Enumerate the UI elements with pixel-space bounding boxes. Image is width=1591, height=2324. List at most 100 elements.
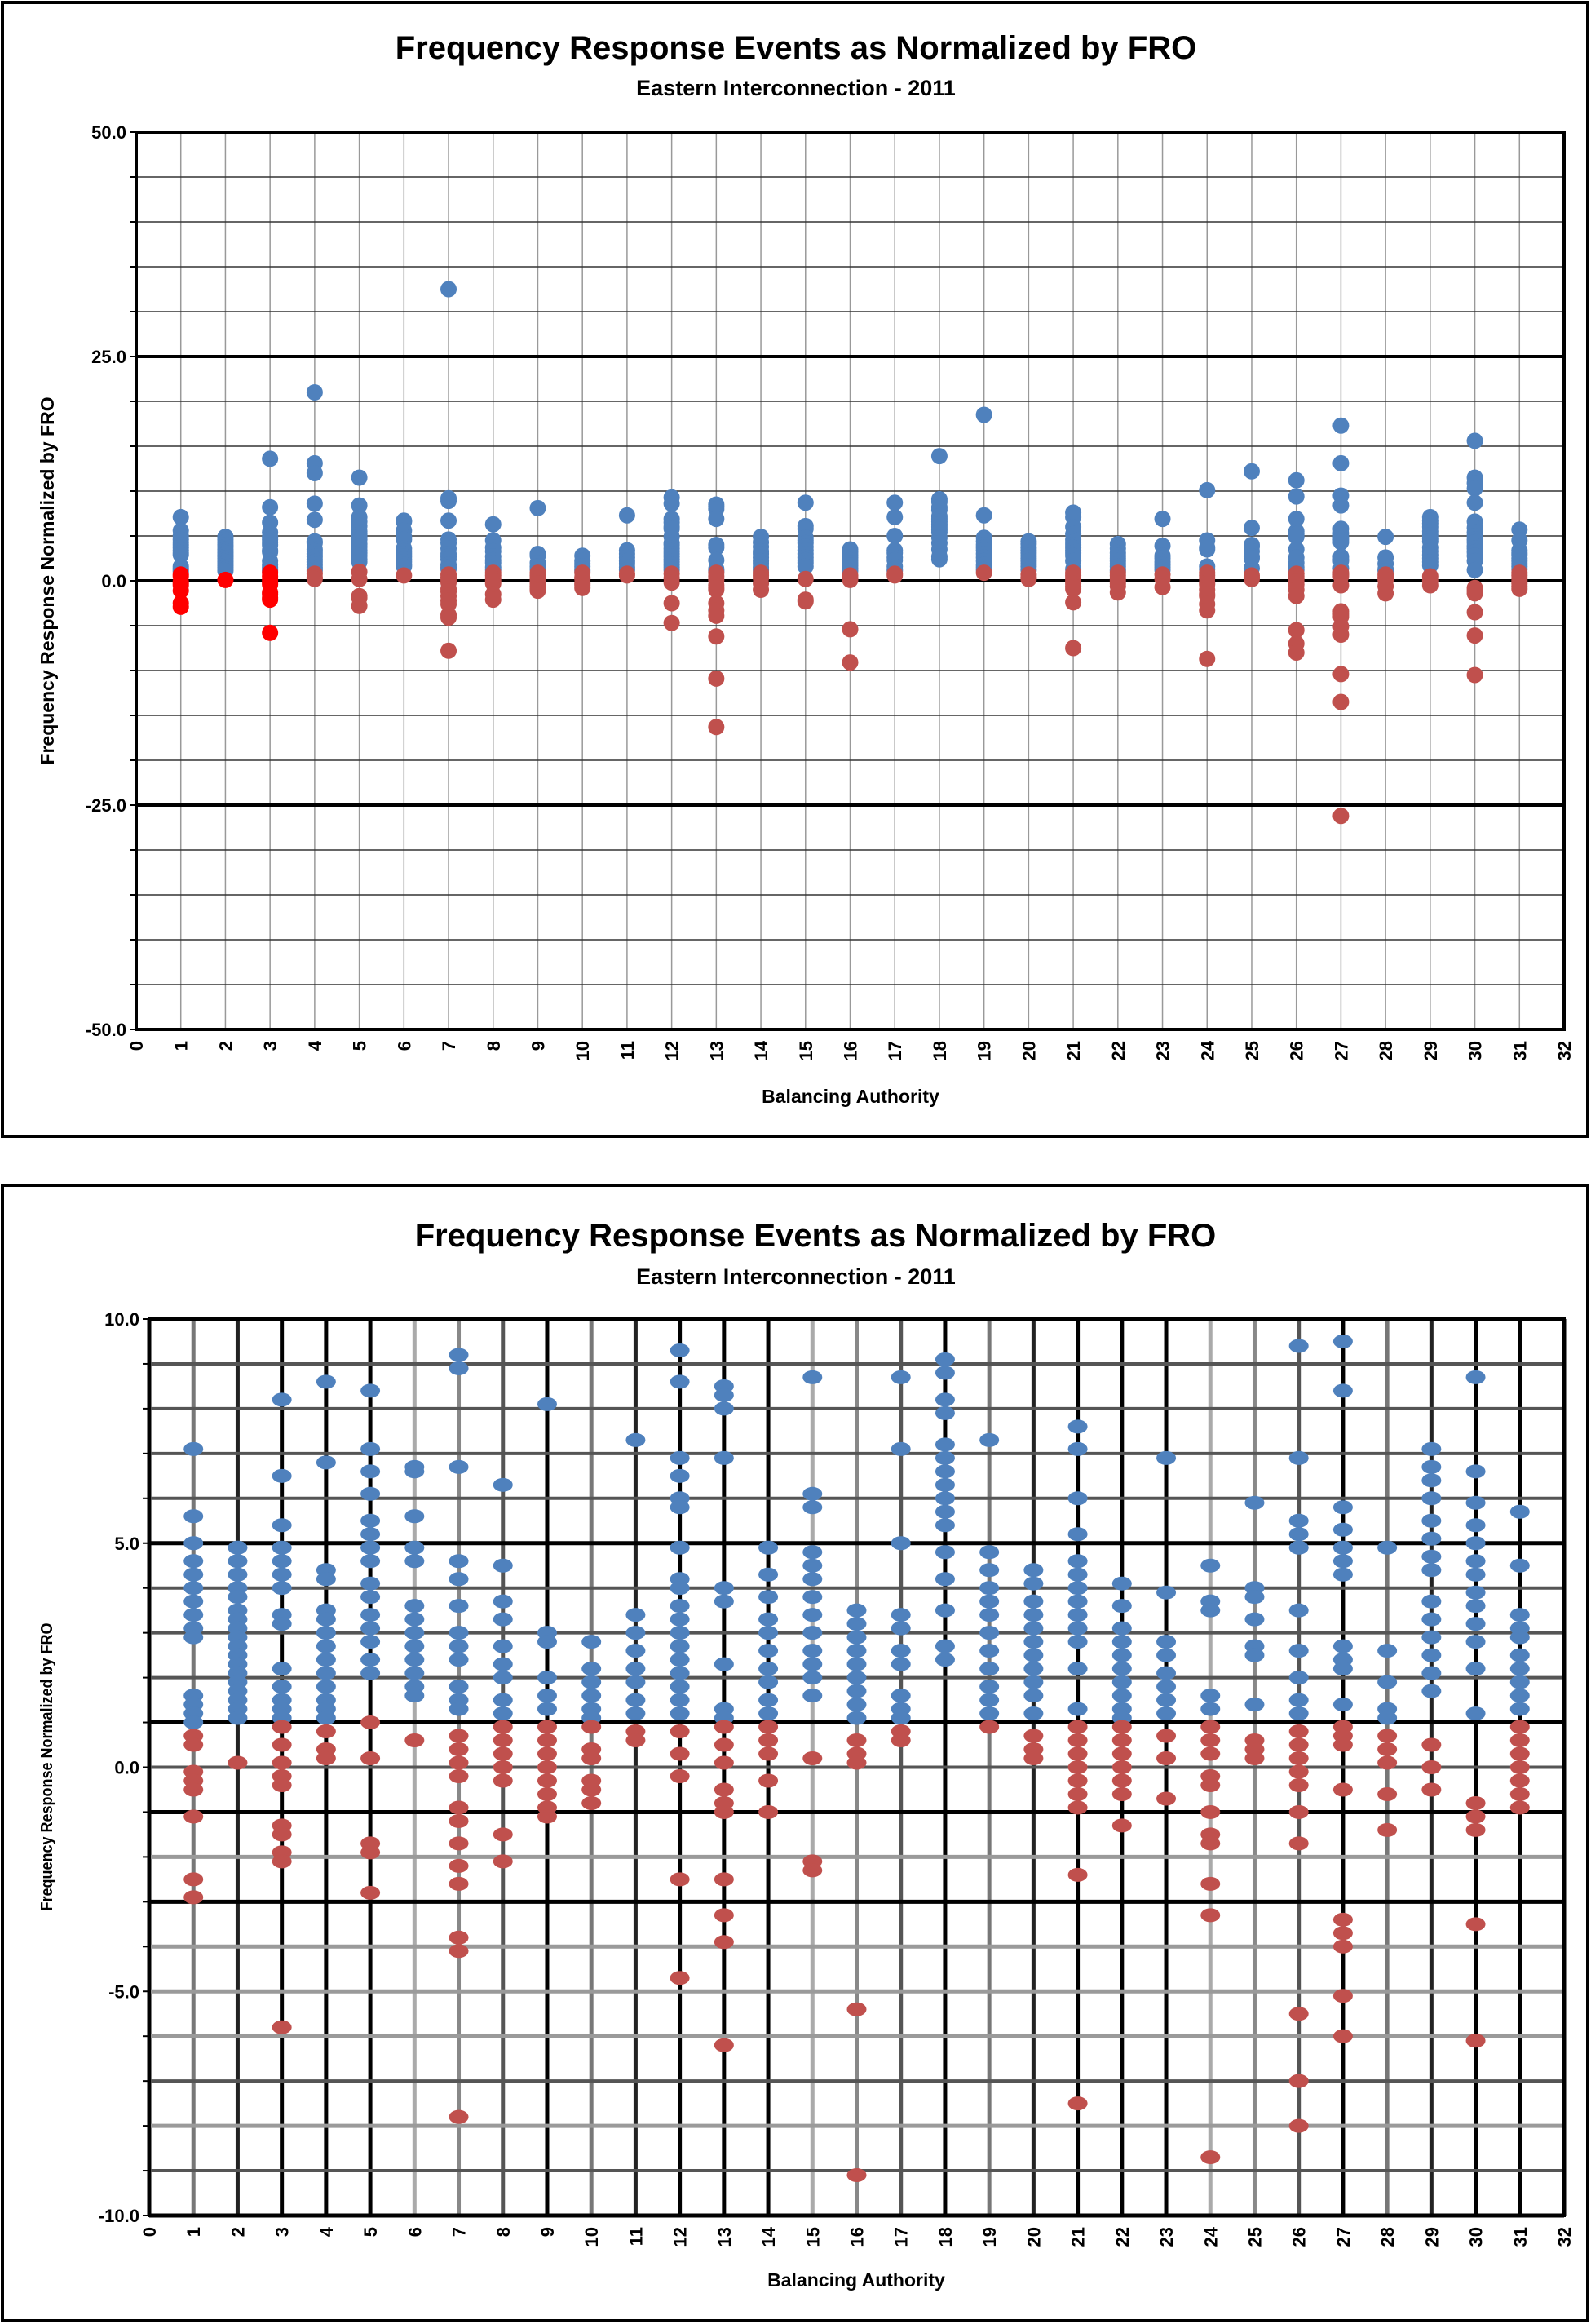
data-point (1243, 463, 1260, 480)
data-point (1377, 1675, 1398, 1689)
x-tick-label: 14 (751, 1040, 771, 1060)
data-point (404, 1509, 425, 1524)
data-point (1288, 1644, 1309, 1658)
data-point (979, 1581, 1000, 1596)
data-point (1377, 1644, 1398, 1658)
data-point (272, 1755, 292, 1770)
data-point (1244, 1751, 1265, 1766)
data-point (797, 558, 814, 575)
data-point (183, 1737, 204, 1752)
data-point (979, 1626, 1000, 1640)
data-point (1200, 1558, 1221, 1573)
data-point (272, 1554, 292, 1569)
data-point (272, 1581, 292, 1596)
data-point (440, 281, 457, 298)
data-point (1466, 432, 1483, 449)
data-point (440, 609, 457, 626)
data-point (1156, 1585, 1177, 1600)
data-point (1288, 2074, 1309, 2088)
data-point (1067, 1554, 1088, 1569)
data-point (183, 1536, 204, 1551)
data-point (537, 1746, 557, 1761)
data-point (1332, 1334, 1353, 1348)
x-tick-label: 2 (228, 2227, 248, 2237)
data-point (1421, 1684, 1442, 1698)
data-point (708, 628, 725, 645)
data-point (714, 1450, 734, 1465)
data-point (1156, 1751, 1177, 1766)
data-point (670, 1971, 690, 1985)
data-point (493, 1594, 513, 1609)
data-point (714, 1804, 734, 1819)
data-point (935, 1639, 955, 1653)
data-point (670, 1666, 690, 1680)
x-tick-label: 25 (1244, 2227, 1265, 2247)
data-point (935, 1352, 955, 1366)
x-tick-label: 8 (493, 2227, 514, 2237)
data-point (802, 1863, 823, 1878)
data-point (1067, 1567, 1088, 1582)
data-point (1332, 1639, 1353, 1653)
data-point (1332, 1567, 1353, 1582)
data-point (979, 1608, 1000, 1622)
data-point (802, 1644, 823, 1658)
data-point (316, 1572, 336, 1587)
data-point (360, 1441, 381, 1456)
data-point (758, 1720, 779, 1734)
data-point (797, 570, 814, 587)
chart-subtitle: Eastern Interconnection - 2011 (636, 1264, 956, 1289)
data-point (1111, 1635, 1132, 1649)
x-tick-label: 11 (625, 2227, 646, 2246)
x-tick-label: 6 (404, 2227, 425, 2237)
data-point (708, 582, 725, 598)
data-point (493, 1733, 513, 1748)
x-tick-label: 0 (126, 1041, 147, 1051)
data-point (404, 1540, 425, 1555)
data-point (404, 1554, 425, 1569)
data-point (1377, 529, 1394, 546)
data-point (1509, 1786, 1530, 1801)
x-tick-label: 4 (316, 2226, 337, 2237)
data-point (1067, 1702, 1088, 1716)
data-point (1154, 578, 1171, 595)
data-point (1156, 1450, 1177, 1465)
data-point (1509, 1675, 1530, 1689)
data-point (1377, 1540, 1398, 1555)
data-point (846, 2168, 867, 2183)
x-tick-label: 30 (1465, 1041, 1486, 1060)
data-point (891, 1733, 911, 1748)
data-point (360, 1464, 381, 1479)
data-point (1288, 1737, 1309, 1752)
data-point (1156, 1729, 1177, 1743)
data-point (404, 1689, 425, 1703)
data-point (1509, 1648, 1530, 1662)
data-point (1421, 1459, 1442, 1474)
data-point (846, 1684, 867, 1698)
x-tick-label: 24 (1200, 2226, 1221, 2247)
data-point (891, 1370, 911, 1384)
data-point (1511, 580, 1528, 597)
data-point (886, 528, 904, 544)
chart-zoomed-range: 10.05.00.0-5.0-10.00 1 2 3 4 5 6 7 8 9 10 11 12 13 14 1… (1, 1184, 1589, 2322)
data-point (1509, 1662, 1530, 1676)
data-point (714, 1782, 734, 1797)
data-point (935, 1504, 955, 1519)
data-point (316, 1680, 336, 1694)
x-tick-label: 0 (139, 2227, 160, 2237)
data-point (802, 1590, 823, 1605)
data-point (663, 574, 680, 591)
data-point (449, 1729, 469, 1743)
data-point (1509, 1504, 1530, 1519)
x-axis-label: Balancing Authority (767, 2269, 945, 2291)
data-point (493, 1693, 513, 1707)
data-point (316, 1751, 336, 1766)
data-point (670, 1872, 690, 1887)
data-point (1421, 1549, 1442, 1564)
data-point (1377, 1729, 1398, 1743)
data-point (1465, 1599, 1486, 1614)
data-point (1067, 1527, 1088, 1542)
data-point (172, 582, 189, 600)
data-point (891, 1644, 911, 1658)
data-point (625, 1626, 646, 1640)
data-point (618, 567, 635, 584)
